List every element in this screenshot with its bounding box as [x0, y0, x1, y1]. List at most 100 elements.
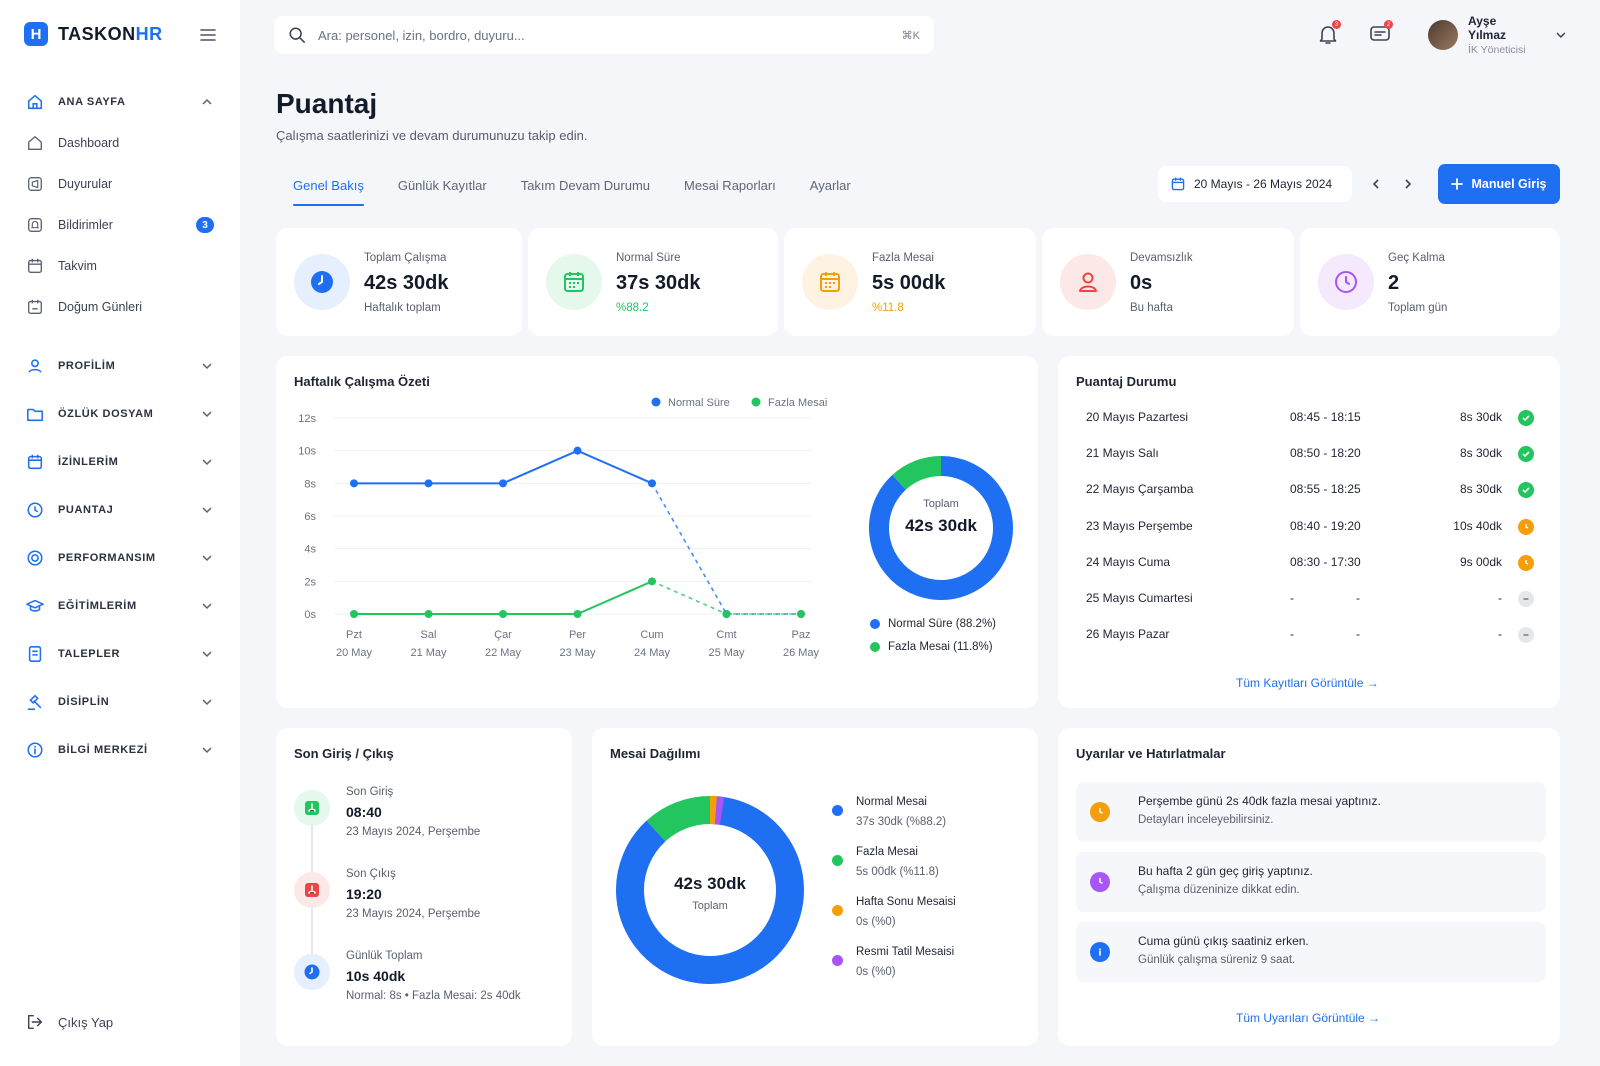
notifications-button[interactable]: 3: [1316, 20, 1341, 46]
manual-entry-button[interactable]: Manuel Giriş: [1438, 164, 1560, 204]
user-menu[interactable]: Ayşe Yılmaz İK Yöneticisi: [1428, 14, 1568, 56]
messages-button[interactable]: 2: [1368, 20, 1393, 46]
target-icon: [27, 550, 43, 566]
message-count-badge: 2: [1384, 20, 1393, 29]
data-point: [722, 610, 731, 618]
donut-slice: [616, 796, 804, 984]
row-time-range: 08:55 - 18:25: [1290, 482, 1361, 497]
weekly-donut-chart: [869, 456, 1013, 600]
date-range-picker[interactable]: 20 Mayıs - 26 Mayıs 2024: [1158, 166, 1352, 202]
alert-item[interactable]: Perşembe günü 2s 40dk fazla mesai yaptın…: [1076, 782, 1546, 842]
legend-dot: [832, 805, 843, 816]
dash-icon: [1518, 627, 1534, 644]
app-logo[interactable]: H TASKONHR: [24, 22, 163, 46]
x-tick-date: 25 May: [708, 647, 745, 659]
x-tick-date: 23 May: [559, 647, 596, 659]
alert-item[interactable]: Bu hafta 2 gün geç giriş yaptınız. Çalış…: [1076, 852, 1546, 912]
logout-icon: [305, 883, 319, 897]
search-input[interactable]: [318, 27, 890, 43]
tab-genel-bakis[interactable]: Genel Bakış: [276, 172, 381, 206]
donut-legend-normal: Normal Süre (88.2%): [870, 618, 996, 630]
clock-icon: [1090, 872, 1110, 892]
sidebar-item-egitimlerim[interactable]: EĞİTİMLERİM: [26, 594, 220, 618]
stat-sub: %11.8: [872, 302, 904, 314]
x-tick-date: 26 May: [783, 647, 820, 659]
table-row[interactable]: 23 Mayıs Perşembe 08:40 - 19:20 10s 40dk: [1086, 517, 1546, 537]
clock-icon: [1335, 271, 1357, 293]
alert-subtitle: Çalışma düzeninize dikkat edin.: [1138, 884, 1300, 896]
sidebar-item-takvim[interactable]: Takvim: [26, 254, 220, 278]
info-icon: [27, 742, 43, 758]
legend-dot: [832, 955, 843, 966]
view-all-records-link[interactable]: Tüm Kayıtları Görüntüle →: [1236, 676, 1379, 690]
sidebar-item-izinlerim[interactable]: İZİNLERİM: [26, 450, 220, 474]
sidebar-item-profilim[interactable]: PROFİLİM: [26, 354, 220, 378]
table-row[interactable]: 21 Mayıs Salı 08:50 - 18:20 8s 30dk: [1086, 444, 1546, 464]
calendar-icon: [27, 454, 43, 470]
sidebar-item-ozluk-dosyam[interactable]: ÖZLÜK DOSYAM: [26, 402, 220, 426]
view-all-alerts-link[interactable]: Tüm Uyarıları Görüntüle →: [1236, 1011, 1381, 1025]
table-row[interactable]: 26 Mayıs Pazar - - -: [1086, 625, 1546, 645]
alert-item[interactable]: Cuma günü çıkış saatiniz erken. Günlük ç…: [1076, 922, 1546, 982]
app-name: TASKONHR: [58, 23, 163, 44]
sidebar-item-dogum-gunleri[interactable]: Doğum Günleri: [26, 295, 220, 319]
stat-label: Toplam Çalışma: [364, 252, 447, 264]
sidebar-item-dashboard[interactable]: Dashboard: [26, 131, 220, 155]
table-row[interactable]: 20 Mayıs Pazartesi 08:45 - 18:15 8s 30dk: [1086, 408, 1546, 428]
stat-icon-wrap: [294, 254, 350, 310]
exit-date: 23 Mayıs 2024, Perşembe: [346, 908, 481, 920]
sidebar-item-puantaj[interactable]: PUANTAJ: [26, 498, 220, 522]
sidebar: H TASKONHR ANA SAYFA Dashboard Duyurular…: [0, 0, 240, 1066]
sidebar-item-talepler[interactable]: TALEPLER: [26, 642, 220, 666]
stat-sub: Toplam gün: [1388, 302, 1448, 314]
calendar-icon: [564, 272, 584, 292]
notification-count-badge: 3: [1332, 20, 1341, 29]
card-title: Haftalık Çalışma Özeti: [294, 374, 430, 389]
user-name: Ayşe Yılmaz: [1468, 14, 1507, 42]
tab-ayarlar[interactable]: Ayarlar: [809, 178, 851, 193]
date-range-label: 20 Mayıs - 26 Mayıs 2024: [1194, 177, 1333, 191]
weekly-summary-card: Haftalık Çalışma Özeti Normal Süre Fazla …: [276, 356, 1038, 708]
tab-bar: Genel Bakış Günlük Kayıtlar Takım Devam …: [276, 172, 868, 208]
tab-takim-devam-durumu[interactable]: Takım Devam Durumu: [520, 178, 651, 193]
tab-mesai-raporlari[interactable]: Mesai Raporları: [684, 178, 776, 193]
table-row[interactable]: 25 Mayıs Cumartesi - - -: [1086, 589, 1546, 609]
menu-toggle-icon[interactable]: [199, 26, 217, 44]
search-bar[interactable]: ⌘K: [274, 16, 934, 54]
alert-title: Cuma günü çıkış saatiniz erken.: [1138, 934, 1309, 948]
stat-label: Geç Kalma: [1388, 252, 1445, 264]
stat-label: Devamsızlık: [1130, 252, 1193, 264]
donut-slice: [646, 796, 711, 842]
graduation-icon: [26, 599, 44, 612]
logout-icon: [27, 1014, 43, 1030]
data-point: [499, 610, 507, 618]
row-total: 8s 30dk: [1459, 446, 1502, 461]
prev-week-button[interactable]: [1364, 172, 1388, 196]
table-row[interactable]: 22 Mayıs Çarşamba 08:55 - 18:25 8s 30dk: [1086, 480, 1546, 500]
sidebar-item-bilgi-merkezi[interactable]: BİLGİ MERKEZİ: [26, 738, 220, 762]
legend-dot: [870, 642, 880, 652]
calendar-plus-icon: [820, 272, 840, 292]
row-day: 26 Mayıs Pazar: [1086, 627, 1170, 642]
stat-icon-wrap: [1318, 254, 1374, 310]
sidebar-item-bildirimler[interactable]: Bildirimler 3: [26, 213, 220, 237]
alerts-card: Uyarılar ve Hatırlatmalar Perşembe günü …: [1058, 728, 1560, 1046]
sidebar-item-label: Takvim: [58, 259, 97, 273]
tab-gunluk-kayitlar[interactable]: Günlük Kayıtlar: [397, 178, 487, 193]
legend-dot: [832, 855, 843, 866]
stat-card-normal-time: Normal Süre 37s 30dk %88.2: [528, 228, 778, 336]
donut-slice: [869, 456, 1013, 600]
next-week-button[interactable]: [1396, 172, 1420, 196]
stat-value: 2: [1388, 272, 1400, 294]
sidebar-item-disiplin[interactable]: DİSİPLİN: [26, 690, 220, 714]
table-row[interactable]: 24 Mayıs Cuma 08:30 - 17:30 9s 00dk: [1086, 553, 1546, 573]
sidebar-item-performansim[interactable]: PERFORMANSIM: [26, 546, 220, 570]
row-time-out: -: [1356, 591, 1360, 605]
x-tick-label: Sal: [421, 629, 437, 641]
check-icon: [1518, 482, 1534, 499]
series-line-projected: [651, 580, 801, 615]
logout-button[interactable]: Çıkış Yap: [26, 1010, 220, 1034]
search-icon: [289, 27, 305, 43]
sidebar-item-duyurular[interactable]: Duyurular: [26, 172, 220, 196]
sidebar-item-ana-sayfa[interactable]: ANA SAYFA: [26, 90, 220, 114]
